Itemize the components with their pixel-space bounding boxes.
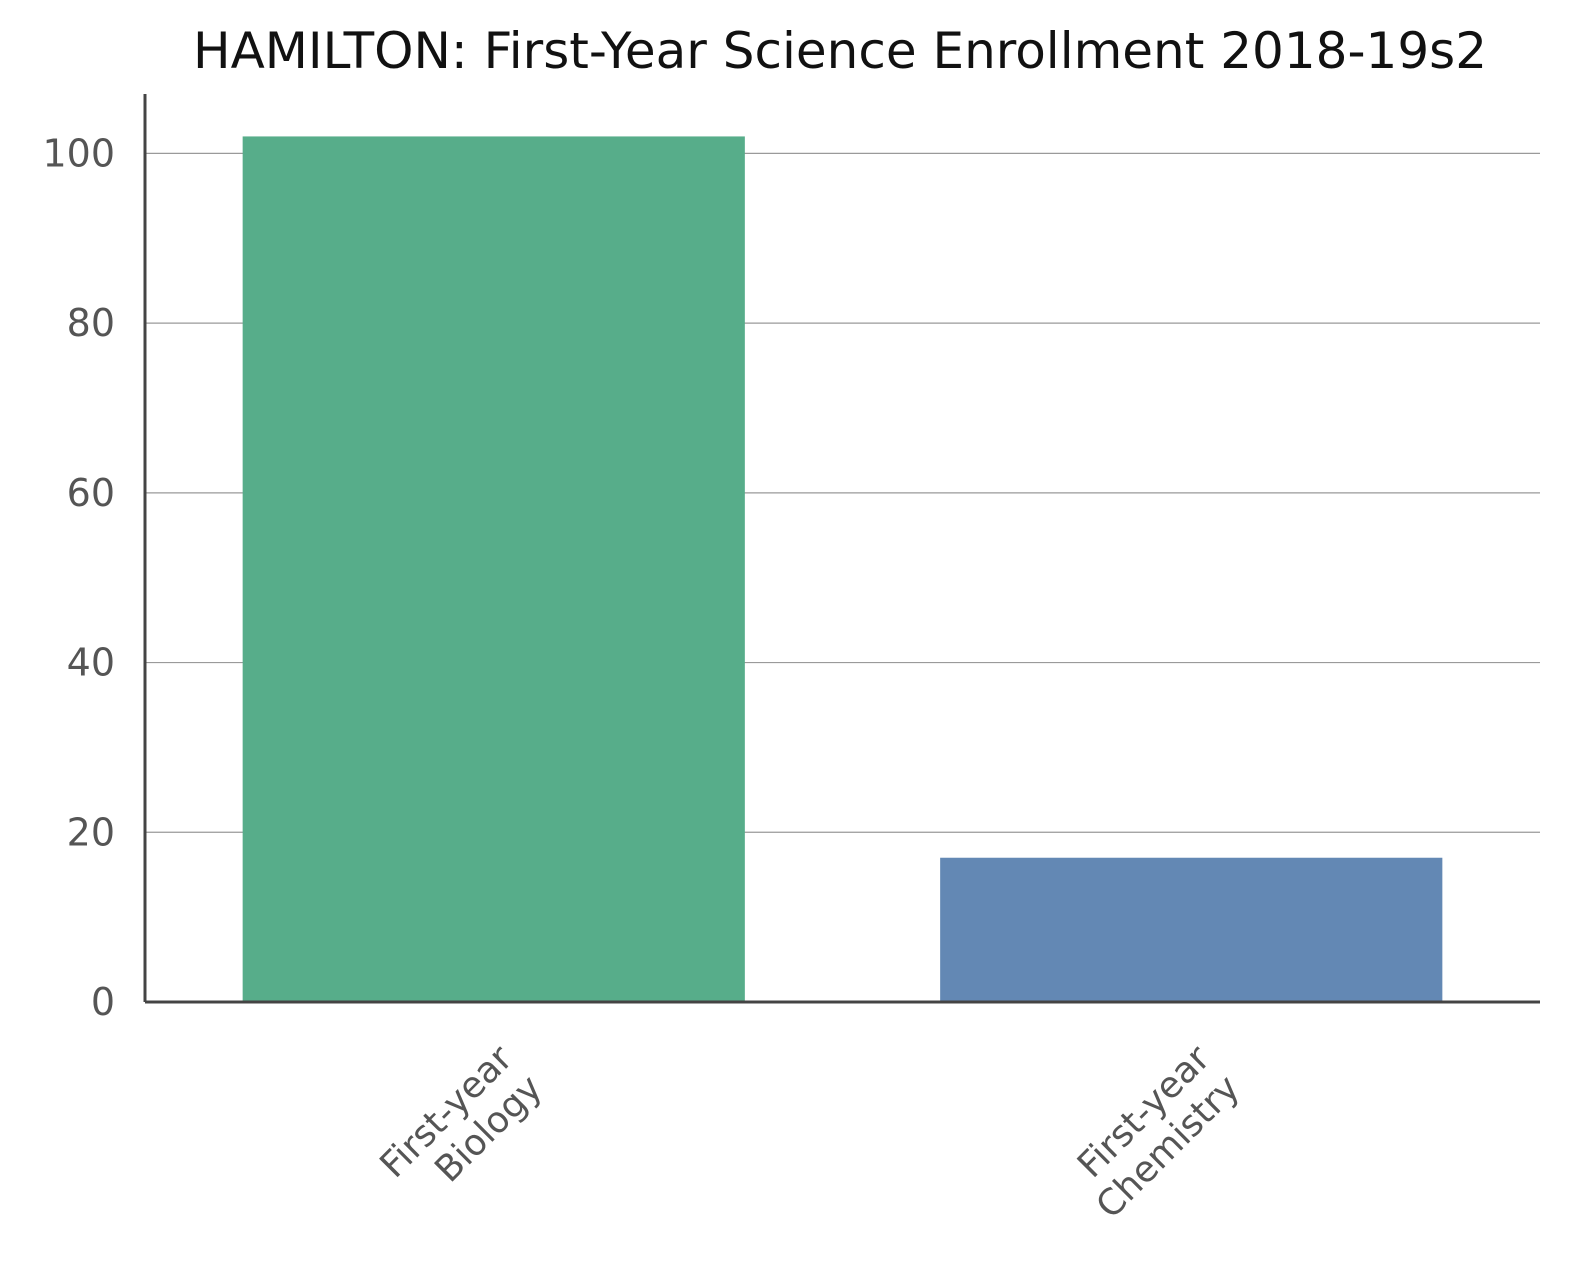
y-tick-label-40: 40 <box>67 641 115 685</box>
chart-title: HAMILTON: First-Year Science Enrollment … <box>193 22 1487 80</box>
y-tick-label-0: 0 <box>91 980 115 1024</box>
y-tick-label-80: 80 <box>67 301 115 345</box>
y-tick-label-20: 20 <box>67 810 115 854</box>
bar-0 <box>242 136 745 1002</box>
y-tick-label-100: 100 <box>42 131 115 175</box>
y-tick-labels: 0 20 40 60 80 100 <box>42 131 115 1024</box>
bars <box>242 136 1443 1002</box>
axes <box>143 94 1540 1004</box>
y-tick-label-60: 60 <box>67 471 115 515</box>
bar-1 <box>940 857 1443 1002</box>
